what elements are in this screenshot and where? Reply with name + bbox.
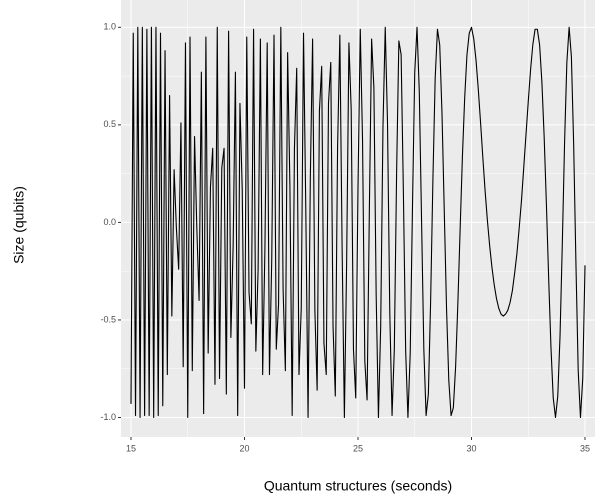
x-axis-title: Quantum structures (seconds) [264,478,452,494]
x-tick-label: 20 [239,443,249,453]
y-tick-label: -1.0 [100,412,116,422]
x-tick-label: 25 [353,443,363,453]
y-tick-label: 0.0 [103,217,116,227]
y-tick-label: -0.5 [100,314,116,324]
y-axis-title: Size (qubits) [11,186,27,264]
data-line [130,26,586,419]
x-tick-label: 35 [580,443,590,453]
x-tick-label: 30 [466,443,476,453]
y-tick-label: 1.0 [103,22,116,32]
x-tick-label: 15 [126,443,136,453]
y-tick-label: 0.5 [103,119,116,129]
